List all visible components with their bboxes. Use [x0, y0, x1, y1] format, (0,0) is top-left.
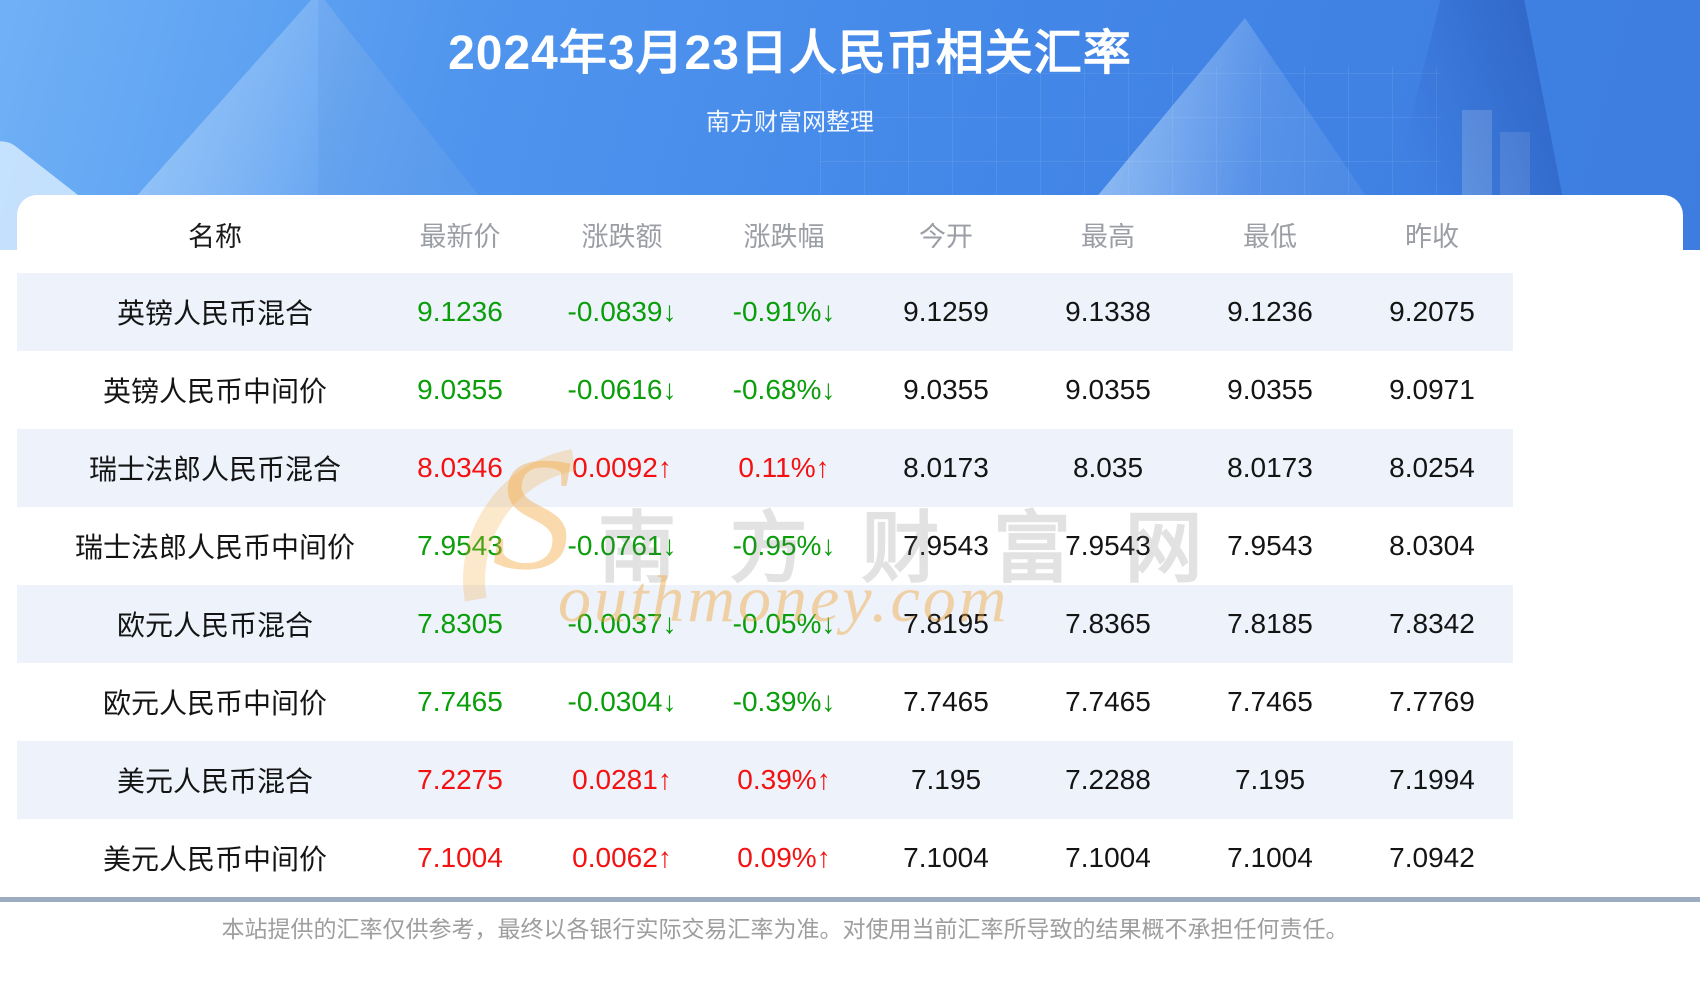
- cell-latest-price: 7.8305: [417, 608, 503, 639]
- cell-prev-close: 8.0304: [1389, 530, 1475, 561]
- header-cell-name: 名称: [188, 221, 242, 252]
- cell-open: 9.1259: [903, 296, 989, 327]
- cell-latest-price: 9.0355: [417, 374, 503, 405]
- cell-name: 欧元人民币混合: [116, 610, 313, 641]
- cell-low: 8.0173: [1227, 452, 1313, 483]
- cell-open: 7.195: [910, 764, 982, 795]
- cell-prev-close: 7.7769: [1389, 686, 1475, 717]
- cell-prev-close: 7.0942: [1389, 842, 1475, 873]
- table-row: 美元人民币混合 7.2275 0.0281↑ 0.39%↑ 7.195 7.22…: [17, 741, 1513, 819]
- cell-change-percent: -0.91%↓: [732, 296, 836, 327]
- cell-change-amount: -0.0616↓: [567, 374, 677, 405]
- cell-change-amount: 0.0281↑: [572, 764, 672, 795]
- cell-latest-price: 7.2275: [417, 764, 503, 795]
- cell-name: 英镑人民币混合: [116, 298, 313, 329]
- cell-high: 9.0355: [1065, 374, 1151, 405]
- cell-name: 美元人民币中间价: [102, 844, 327, 875]
- cell-name: 欧元人民币中间价: [102, 688, 327, 719]
- cell-high: 7.1004: [1065, 842, 1151, 873]
- cell-change-amount: -0.0304↓: [567, 686, 677, 717]
- footer-divider: [0, 897, 1700, 902]
- cell-low: 7.8185: [1227, 608, 1313, 639]
- cell-name: 英镑人民币中间价: [102, 376, 327, 407]
- cell-low: 7.195: [1234, 764, 1306, 795]
- cell-name: 瑞士法郎人民币中间价: [74, 532, 355, 563]
- cell-low: 7.1004: [1227, 842, 1313, 873]
- header-cell-change-percent: 涨跌幅: [743, 221, 825, 252]
- table-row: 瑞士法郎人民币混合 8.0346 0.0092↑ 0.11%↑ 8.0173 8…: [17, 429, 1513, 507]
- table-row: 美元人民币中间价 7.1004 0.0062↑ 0.09%↑ 7.1004 7.…: [17, 819, 1513, 897]
- cell-change-percent: -0.95%↓: [732, 530, 836, 561]
- page-title: 2024年3月23日人民币相关汇率: [448, 27, 1132, 80]
- page-subtitle: 南方财富网整理: [706, 109, 874, 136]
- header-cell-prev-close: 昨收: [1405, 221, 1459, 252]
- cell-change-amount: 0.0092↑: [572, 452, 672, 483]
- cell-low: 9.0355: [1227, 374, 1313, 405]
- cell-open: 7.7465: [903, 686, 989, 717]
- cell-low: 9.1236: [1227, 296, 1313, 327]
- cell-prev-close: 8.0254: [1389, 452, 1475, 483]
- cell-latest-price: 7.7465: [417, 686, 503, 717]
- cell-change-percent: -0.39%↓: [732, 686, 836, 717]
- cell-open: 7.8195: [903, 608, 989, 639]
- decor-bar-chart-shape: [1500, 132, 1530, 198]
- rate-table-card: 名称 最新价 涨跌额 涨跌幅 今开 最高 最低 昨收 英镑人民币混合 9.123…: [17, 195, 1683, 897]
- header-cell-latest-price: 最新价: [419, 221, 501, 252]
- cell-change-percent: -0.05%↓: [732, 608, 836, 639]
- cell-latest-price: 7.1004: [417, 842, 503, 873]
- disclaimer-text: 本站提供的汇率仅供参考，最终以各银行实际交易汇率为准。对使用当前汇率所导致的结果…: [221, 916, 1349, 942]
- cell-change-amount: 0.0062↑: [572, 842, 672, 873]
- cell-latest-price: 8.0346: [417, 452, 503, 483]
- table-row: 瑞士法郎人民币中间价 7.9543 -0.0761↓ -0.95%↓ 7.954…: [17, 507, 1513, 585]
- cell-prev-close: 9.0971: [1389, 374, 1475, 405]
- cell-high: 9.1338: [1065, 296, 1151, 327]
- cell-low: 7.7465: [1227, 686, 1313, 717]
- cell-change-percent: -0.68%↓: [732, 374, 836, 405]
- cell-change-amount: -0.0839↓: [567, 296, 677, 327]
- cell-high: 7.2288: [1065, 764, 1151, 795]
- table-row: 欧元人民币混合 7.8305 -0.0037↓ -0.05%↓ 7.8195 7…: [17, 585, 1513, 663]
- cell-prev-close: 7.8342: [1389, 608, 1475, 639]
- cell-name: 瑞士法郎人民币混合: [88, 454, 341, 485]
- table-header-row: 名称 最新价 涨跌额 涨跌幅 今开 最高 最低 昨收: [17, 195, 1513, 273]
- cell-prev-close: 7.1994: [1389, 764, 1475, 795]
- cell-latest-price: 9.1236: [417, 296, 503, 327]
- table-row: 英镑人民币混合 9.1236 -0.0839↓ -0.91%↓ 9.1259 9…: [17, 273, 1513, 351]
- header-cell-low: 最低: [1243, 221, 1297, 252]
- cell-open: 8.0173: [903, 452, 989, 483]
- cell-high: 7.7465: [1065, 686, 1151, 717]
- cell-prev-close: 9.2075: [1389, 296, 1475, 327]
- cell-high: 7.8365: [1065, 608, 1151, 639]
- header-cell-change-amount: 涨跌额: [581, 221, 663, 252]
- cell-change-percent: 0.09%↑: [737, 842, 831, 873]
- cell-latest-price: 7.9543: [417, 530, 503, 561]
- table-row: 英镑人民币中间价 9.0355 -0.0616↓ -0.68%↓ 9.0355 …: [17, 351, 1513, 429]
- cell-open: 7.1004: [903, 842, 989, 873]
- cell-open: 9.0355: [903, 374, 989, 405]
- cell-change-amount: -0.0761↓: [567, 530, 677, 561]
- cell-open: 7.9543: [903, 530, 989, 561]
- cell-high: 8.035: [1072, 452, 1144, 483]
- cell-change-amount: -0.0037↓: [567, 608, 677, 639]
- cell-high: 7.9543: [1065, 530, 1151, 561]
- cell-change-percent: 0.11%↑: [738, 452, 830, 483]
- cell-change-percent: 0.39%↑: [737, 764, 831, 795]
- header-cell-open: 今开: [919, 221, 973, 252]
- cell-name: 美元人民币混合: [116, 766, 313, 797]
- table-row: 欧元人民币中间价 7.7465 -0.0304↓ -0.39%↓ 7.7465 …: [17, 663, 1513, 741]
- header-cell-high: 最高: [1081, 221, 1135, 252]
- cell-low: 7.9543: [1227, 530, 1313, 561]
